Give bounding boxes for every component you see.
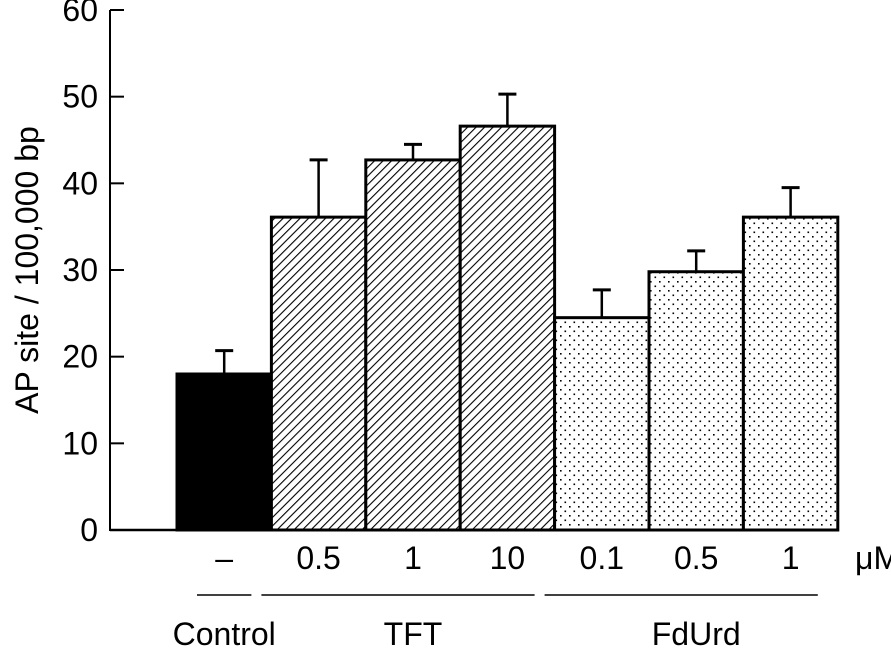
y-tick-label: 40 — [62, 165, 98, 201]
unit-label: μM — [855, 540, 891, 576]
group-label: Control — [173, 616, 276, 649]
bar — [364, 158, 462, 532]
group-label: TFT — [384, 616, 443, 649]
x-tick-label: 0.1 — [580, 540, 624, 576]
x-tick-label: 0.5 — [674, 540, 718, 576]
bar — [741, 215, 840, 532]
x-tick-label: 1 — [782, 540, 800, 576]
bar — [458, 124, 557, 532]
y-tick-label: 20 — [62, 339, 98, 375]
x-tick-label: 10 — [490, 540, 526, 576]
y-tick-label: 60 — [62, 0, 98, 28]
bar — [175, 372, 273, 532]
x-tick-label: 0.5 — [296, 540, 340, 576]
y-tick-label: 0 — [80, 512, 98, 548]
y-tick-label: 30 — [62, 252, 98, 288]
y-axis-label: AP site / 100,000 bp — [9, 126, 45, 414]
group-label: FdUrd — [652, 616, 741, 649]
x-tick-label: 1 — [404, 540, 422, 576]
bar — [553, 316, 651, 532]
x-tick-label: – — [215, 540, 233, 576]
y-tick-label: 10 — [62, 425, 98, 461]
bar — [269, 215, 368, 532]
y-tick-label: 50 — [62, 79, 98, 115]
bar — [647, 270, 745, 532]
